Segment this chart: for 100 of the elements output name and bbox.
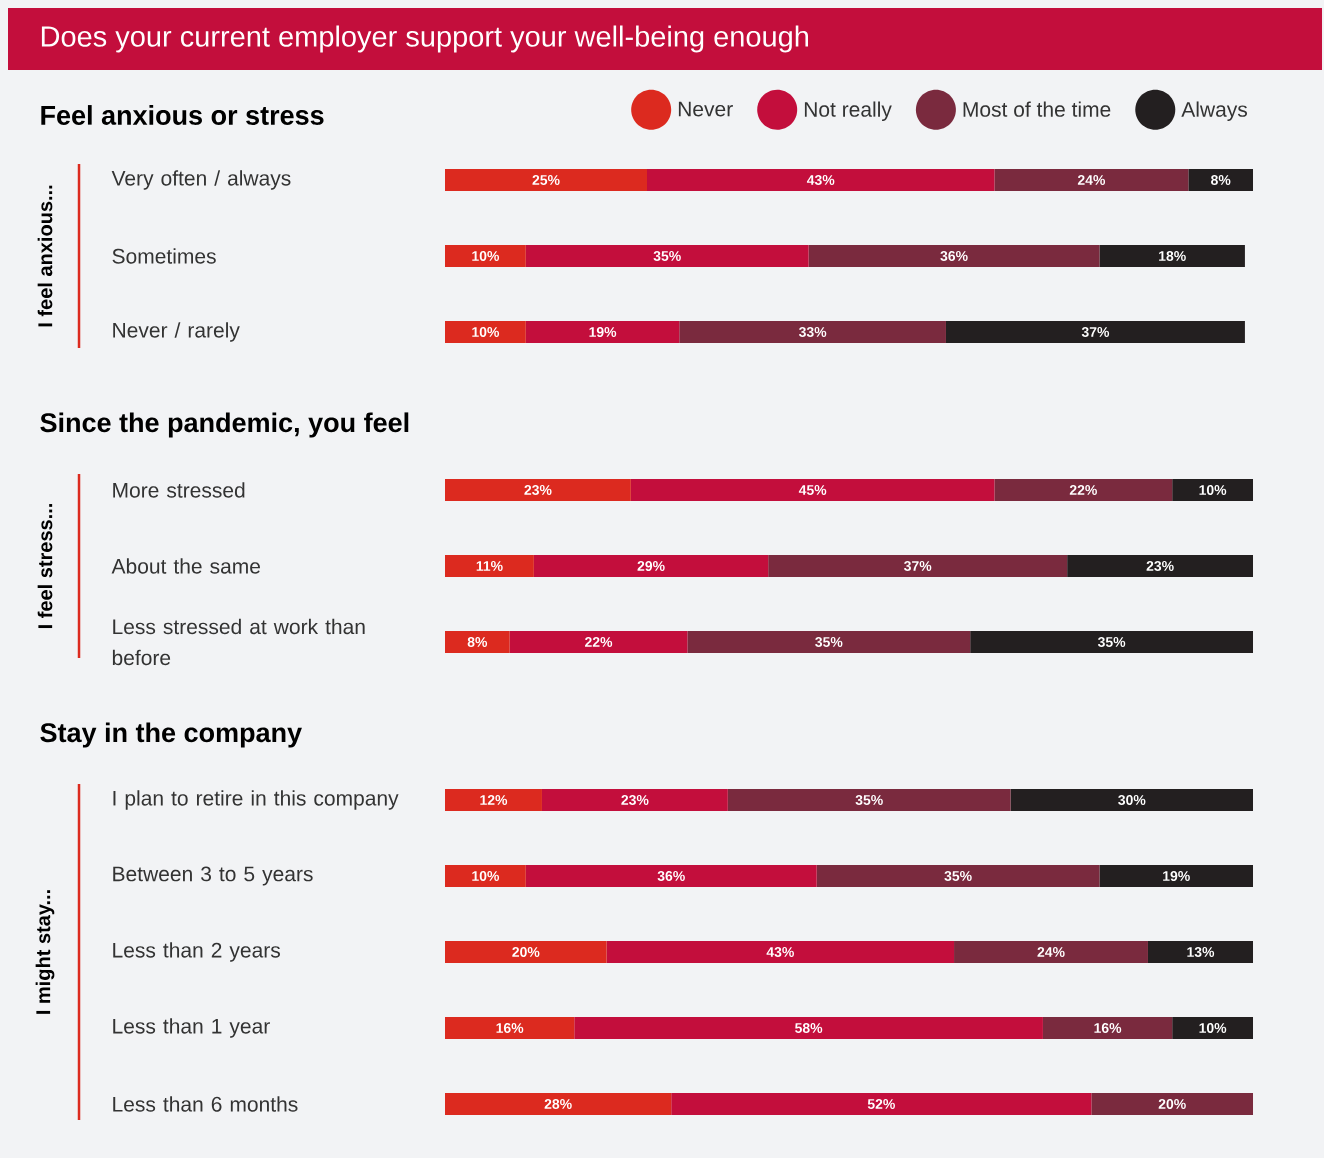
bar (994, 479, 1173, 501)
bar (445, 631, 510, 653)
y-tick-label: Sometimes (112, 248, 216, 264)
bar (647, 169, 995, 191)
y-tick-label: Never / rarely (113, 322, 240, 342)
bar (1172, 1017, 1254, 1039)
data-label: 35% (815, 637, 843, 647)
y-tick-label: More stressed (113, 482, 245, 498)
bar (445, 789, 542, 811)
bar (1091, 1093, 1254, 1115)
data-label: 10% (472, 327, 500, 337)
data-label: 24% (1037, 947, 1065, 957)
data-label: 35% (653, 251, 681, 261)
data-label: 43% (766, 947, 794, 957)
data-label: 10% (472, 871, 500, 881)
data-label: 12% (480, 795, 508, 805)
y-tick-label: Less than 2 years (113, 942, 280, 962)
bar (1010, 789, 1254, 811)
bar (808, 245, 1100, 267)
bar (445, 941, 607, 963)
data-label: 18% (1159, 251, 1186, 261)
data-label: 29% (637, 561, 665, 571)
y-axis-title: I might stay... (35, 890, 55, 1014)
y-tick-label: Less stressed at work than before (112, 618, 365, 666)
bar (1067, 555, 1254, 577)
bar (445, 1017, 575, 1039)
data-label: 36% (657, 871, 685, 881)
data-label: 35% (855, 795, 883, 805)
data-label: 52% (867, 1099, 895, 1109)
bar (525, 245, 809, 267)
bar (630, 479, 995, 501)
bar (954, 941, 1148, 963)
data-label: 10% (1199, 485, 1227, 495)
y-tick-label: About the same (111, 558, 260, 574)
bar (1172, 479, 1254, 501)
bar (1042, 1017, 1173, 1039)
bar (671, 1093, 1092, 1115)
bar (525, 321, 680, 343)
data-label: 10% (1199, 1023, 1227, 1033)
bar (606, 941, 955, 963)
data-label: 36% (940, 251, 968, 261)
bar (1099, 865, 1254, 887)
data-label: 30% (1118, 795, 1146, 805)
data-label: 23% (621, 795, 649, 805)
data-label: 28% (544, 1099, 572, 1109)
bar (445, 479, 631, 501)
bar (445, 865, 526, 887)
legend-label: Never (678, 101, 733, 117)
data-label: 45% (798, 485, 827, 495)
y-tick-label: Less than 1 year (113, 1018, 270, 1038)
data-label: 8% (1211, 175, 1231, 185)
y-axis-title: I feel anxious... (37, 185, 53, 327)
data-label: 35% (1097, 637, 1126, 647)
data-label: 23% (524, 485, 552, 495)
y-axis-title: I feel stress... (37, 504, 53, 629)
data-label: 37% (903, 561, 932, 571)
legend-label: Always (1181, 101, 1248, 122)
data-label: 25% (532, 175, 560, 185)
data-label: 58% (795, 1023, 823, 1033)
y-tick-label: I plan to retire in this company (113, 790, 399, 810)
bar (768, 555, 1068, 577)
data-label: 11% (476, 561, 503, 571)
data-label: 19% (589, 327, 617, 337)
legend-label: Not really (804, 101, 892, 122)
data-label: 20% (512, 947, 540, 957)
bar (445, 169, 648, 191)
bar (541, 789, 728, 811)
data-label: 8% (467, 637, 488, 647)
bar (445, 245, 526, 267)
bar (574, 1017, 1043, 1039)
data-label: 24% (1077, 175, 1106, 185)
data-label: 22% (1069, 485, 1097, 495)
text: Stay in the company (40, 722, 302, 748)
bar (679, 321, 946, 343)
data-label: 20% (1158, 1099, 1186, 1109)
data-label: 43% (806, 175, 835, 185)
bar (525, 865, 817, 887)
data-label: 37% (1081, 327, 1110, 337)
text: Feel anxious or stress (41, 105, 324, 125)
bar (1147, 941, 1254, 963)
bar (994, 169, 1189, 191)
data-label: 16% (1094, 1023, 1122, 1033)
bar (970, 631, 1254, 653)
data-label: 16% (496, 1023, 524, 1033)
chart-title: Does your current employer support your well-being enough (41, 25, 809, 53)
bar (445, 321, 526, 343)
bar (445, 1093, 672, 1115)
bar (509, 631, 688, 653)
y-tick-label: Very often / always (111, 170, 291, 190)
data-label: 23% (1146, 561, 1174, 571)
bar (1099, 245, 1245, 267)
bar (687, 631, 971, 653)
y-tick-label: Less than 6 months (113, 1096, 298, 1112)
data-label: 35% (944, 871, 972, 881)
bar (727, 789, 1011, 811)
data-label: 13% (1187, 947, 1215, 957)
data-label: 10% (472, 251, 500, 261)
legend-label: Most of the time (963, 101, 1111, 117)
text: Since the pandemic, you feel (40, 412, 409, 438)
bar (533, 555, 769, 577)
